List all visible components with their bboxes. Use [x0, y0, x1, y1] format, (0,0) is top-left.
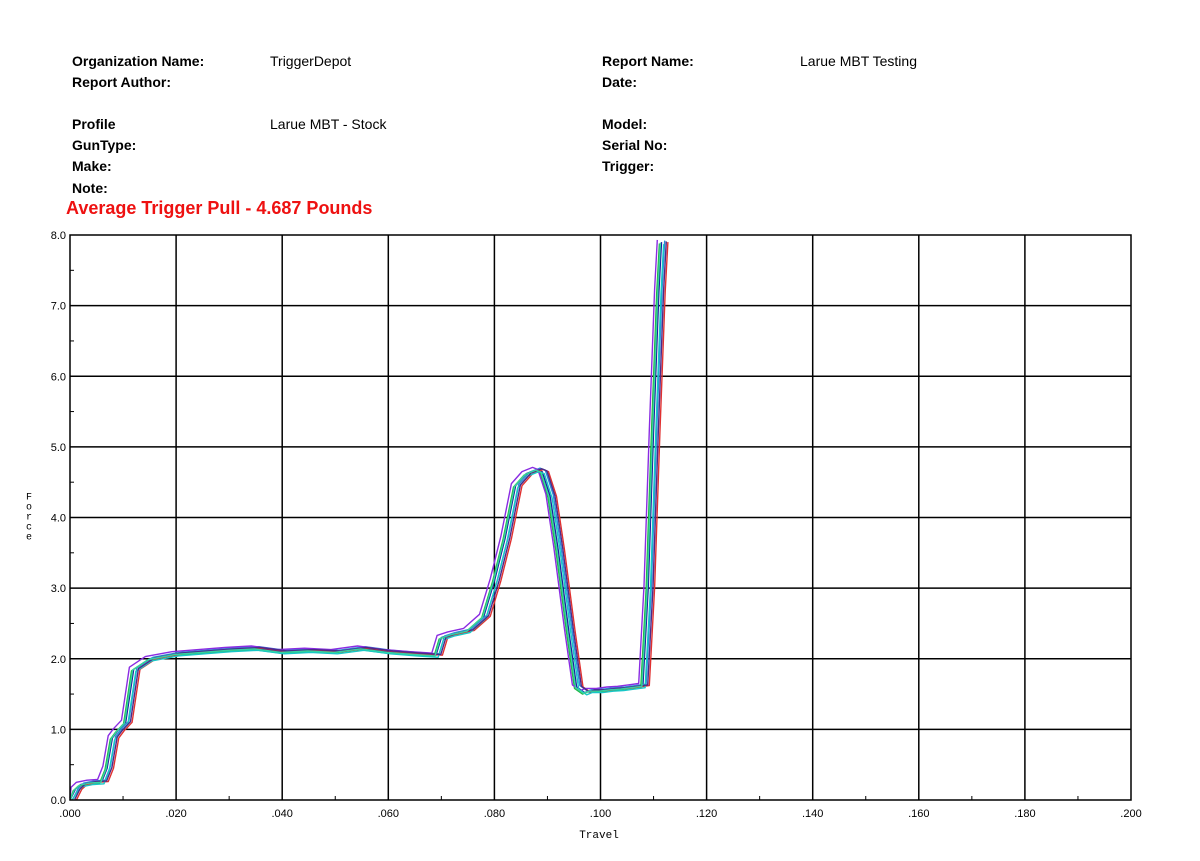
series-line-7	[74, 241, 667, 800]
profile-label: Profile	[72, 116, 116, 132]
x-axis-title: Travel	[579, 830, 619, 842]
organization-value: TriggerDepot	[270, 53, 352, 69]
x-tick-label: .140	[802, 808, 823, 820]
y-tick-label: 1.0	[51, 724, 66, 736]
note-label: Note:	[72, 180, 108, 196]
y-tick-label: 3.0	[51, 583, 66, 595]
y-axis-title-char: o	[26, 503, 32, 514]
y-tick-label: 5.0	[51, 442, 66, 454]
series-line-6	[71, 244, 665, 801]
trigger-label: Trigger:	[602, 158, 655, 174]
x-tick-label: .120	[696, 808, 717, 820]
series-line-5	[69, 239, 658, 798]
y-axis-title-char: r	[26, 513, 32, 524]
series-line-8	[69, 242, 662, 801]
x-tick-label: .200	[1120, 808, 1141, 820]
organization-label: Organization Name:	[72, 53, 205, 69]
series-line-4	[75, 242, 669, 801]
x-tick-label: .180	[1014, 808, 1035, 820]
make-label: Make:	[72, 158, 112, 174]
y-tick-label: 7.0	[51, 301, 66, 313]
report-name-value: Larue MBT Testing	[800, 53, 917, 69]
plot-frame	[69, 234, 1132, 801]
x-tick-label: .040	[271, 808, 292, 820]
y-axis-title-char: c	[26, 523, 32, 534]
y-tick-label: 8.0	[51, 230, 66, 242]
x-tick-labels: .000 .020 .040 .060 .080 .100 .120 .140 .160 .180…	[59, 808, 1141, 820]
y-axis-title-char: F	[26, 493, 32, 504]
y-tick-label: 4.0	[51, 513, 66, 525]
x-tick-label: .160	[908, 808, 929, 820]
y-tick-labels: 0.0 1.0 2.0 3.0 4.0 5.0 6.0 7.0 8.0	[51, 230, 66, 807]
report-author-label: Report Author:	[72, 74, 172, 90]
y-tick-label: 2.0	[51, 654, 66, 666]
chart-grid	[70, 235, 1131, 800]
series-line-1	[69, 242, 663, 801]
minor-ticks	[70, 269, 1079, 800]
profile-value: Larue MBT - Stock	[270, 116, 387, 132]
date-label: Date:	[602, 74, 638, 90]
series-line-2	[72, 240, 666, 799]
y-tick-label: 6.0	[51, 371, 66, 383]
x-tick-label: .080	[484, 808, 505, 820]
average-trigger-pull-headline: Average Trigger Pull - 4.687 Pounds	[66, 198, 373, 218]
model-label: Model:	[602, 116, 648, 132]
y-tick-label: 0.0	[51, 795, 66, 807]
y-axis-title-char: e	[26, 533, 32, 544]
x-tick-label: .060	[378, 808, 399, 820]
x-tick-label: .020	[165, 808, 186, 820]
series-line-3	[69, 243, 661, 801]
report-name-label: Report Name:	[602, 53, 694, 69]
x-tick-label: .100	[590, 808, 611, 820]
series-layer	[69, 239, 669, 801]
serial-no-label: Serial No:	[602, 137, 668, 153]
guntype-label: GunType:	[72, 137, 137, 153]
x-tick-label: .000	[59, 808, 80, 820]
